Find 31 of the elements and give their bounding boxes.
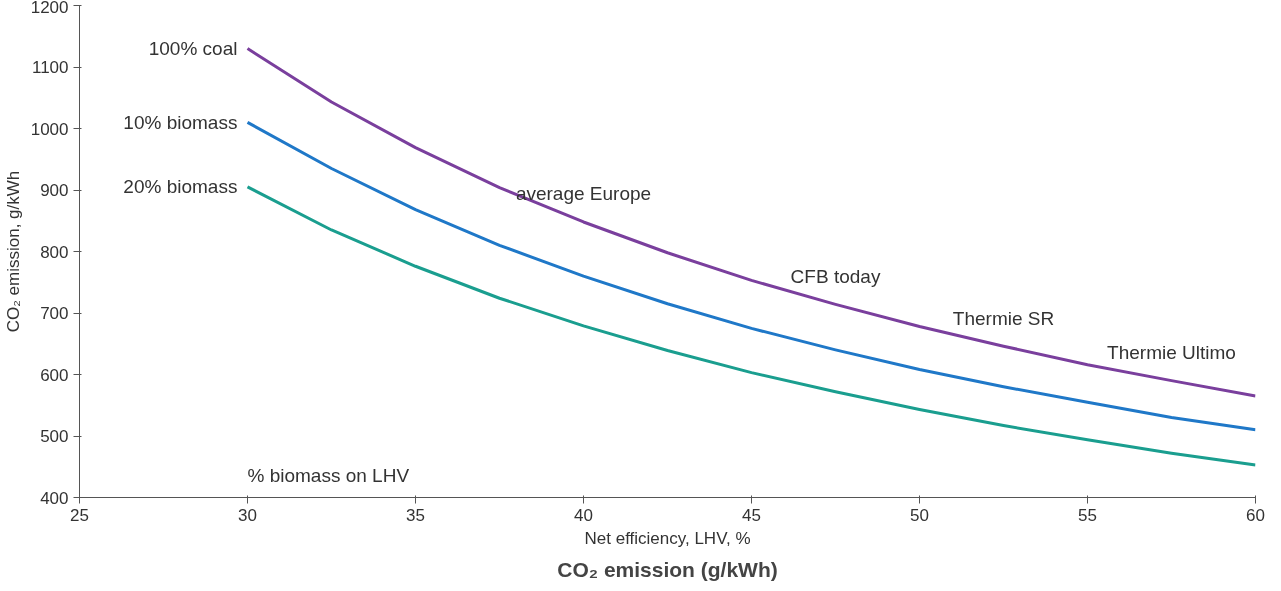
line-series: [246, 185, 1256, 467]
x-tick-label: 45: [742, 505, 761, 525]
y-tick-label: 400: [40, 488, 69, 508]
series-label: 100% coal: [148, 38, 238, 60]
annotation: average Europe: [515, 183, 652, 205]
y-tick-label: 500: [40, 427, 69, 446]
x-tick-label: 25: [70, 505, 89, 525]
y-tick-label: 1100: [31, 58, 69, 77]
x-tick-label: 55: [1078, 505, 1097, 525]
y-axis-title: CO₂ emission, g/kWh: [3, 170, 23, 333]
x-tick-label: 30: [238, 505, 257, 525]
y-tick-label: 800: [40, 242, 69, 262]
series-label: 20% biomass: [123, 176, 238, 198]
text: CO₂ emission (g/kWh): [557, 557, 778, 581]
y-tick-label: 600: [40, 365, 69, 385]
y-tick-label: 900: [40, 181, 69, 200]
series-label: 10% biomass: [123, 111, 238, 133]
y-tick-label: 700: [40, 304, 69, 323]
x-axis-title: Net efficiency, LHV, %: [584, 528, 751, 548]
line-series: [246, 120, 1256, 432]
y-tick-label: 1200: [30, 0, 69, 17]
line-series: [246, 47, 1256, 398]
annotation: CFB today: [790, 265, 881, 287]
annotation: Thermie Ultimo: [1107, 342, 1236, 364]
annotation: % biomass on LHV: [247, 464, 410, 486]
x-tick-label: 50: [910, 505, 929, 525]
x-tick-label: 60: [1246, 505, 1265, 525]
x-tick-label: 35: [406, 505, 425, 525]
annotation: Thermie SR: [952, 307, 1055, 329]
y-tick-label: 1000: [30, 119, 69, 139]
x-tick-label: 40: [574, 505, 593, 525]
